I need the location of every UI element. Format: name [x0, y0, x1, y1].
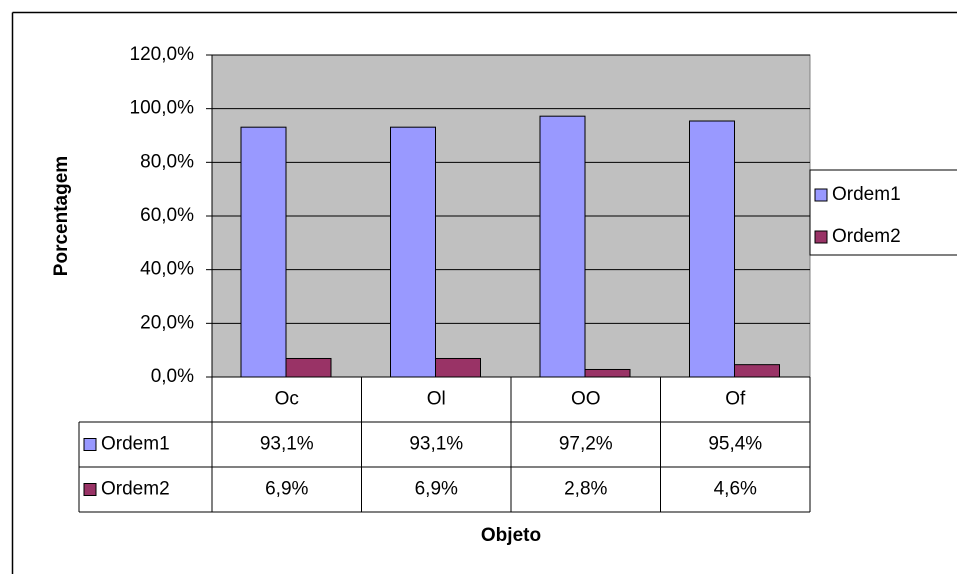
- x-tick-label: Ol: [427, 389, 446, 410]
- bar: [435, 357, 481, 378]
- bar: [390, 126, 436, 378]
- bar: [584, 368, 631, 378]
- table-series-name: Ordem1: [101, 434, 170, 455]
- bar: [689, 120, 735, 378]
- table-value: 95,4%: [708, 434, 762, 455]
- bar: [734, 364, 780, 378]
- x-tick-label: Of: [725, 389, 746, 410]
- legend-box: [809, 169, 957, 256]
- table-value: 6,9%: [265, 479, 308, 500]
- y-tick-label: 80,0%: [140, 151, 194, 172]
- legend-key: [814, 188, 828, 202]
- table-value: 93,1%: [260, 434, 314, 455]
- table-value: 2,8%: [564, 479, 607, 500]
- legend-key: [814, 230, 828, 244]
- table-series-name: Ordem2: [101, 479, 170, 500]
- table-legend-key: [83, 438, 97, 451]
- table-legend-key: [83, 483, 97, 496]
- bar: [285, 357, 332, 378]
- x-tick-label: Oc: [275, 389, 299, 410]
- bar: [240, 126, 287, 378]
- y-axis-label: Porcentagem: [51, 156, 72, 276]
- table-value: 6,9%: [415, 479, 458, 500]
- y-tick-label: 20,0%: [140, 312, 194, 333]
- table-value: 97,2%: [559, 434, 613, 455]
- y-tick-label: 120,0%: [130, 44, 195, 65]
- y-tick-label: 0,0%: [151, 366, 194, 387]
- y-tick-label: 40,0%: [140, 259, 194, 280]
- bar: [539, 115, 586, 378]
- x-tick-label: OO: [571, 389, 601, 410]
- legend-label: Ordem1: [832, 184, 901, 205]
- table-value: 4,6%: [714, 479, 757, 500]
- y-tick-label: 100,0%: [130, 98, 195, 119]
- table-value: 93,1%: [409, 434, 463, 455]
- x-axis-label: Objeto: [481, 525, 541, 546]
- legend-label: Ordem2: [832, 226, 901, 247]
- y-tick-label: 60,0%: [140, 205, 194, 226]
